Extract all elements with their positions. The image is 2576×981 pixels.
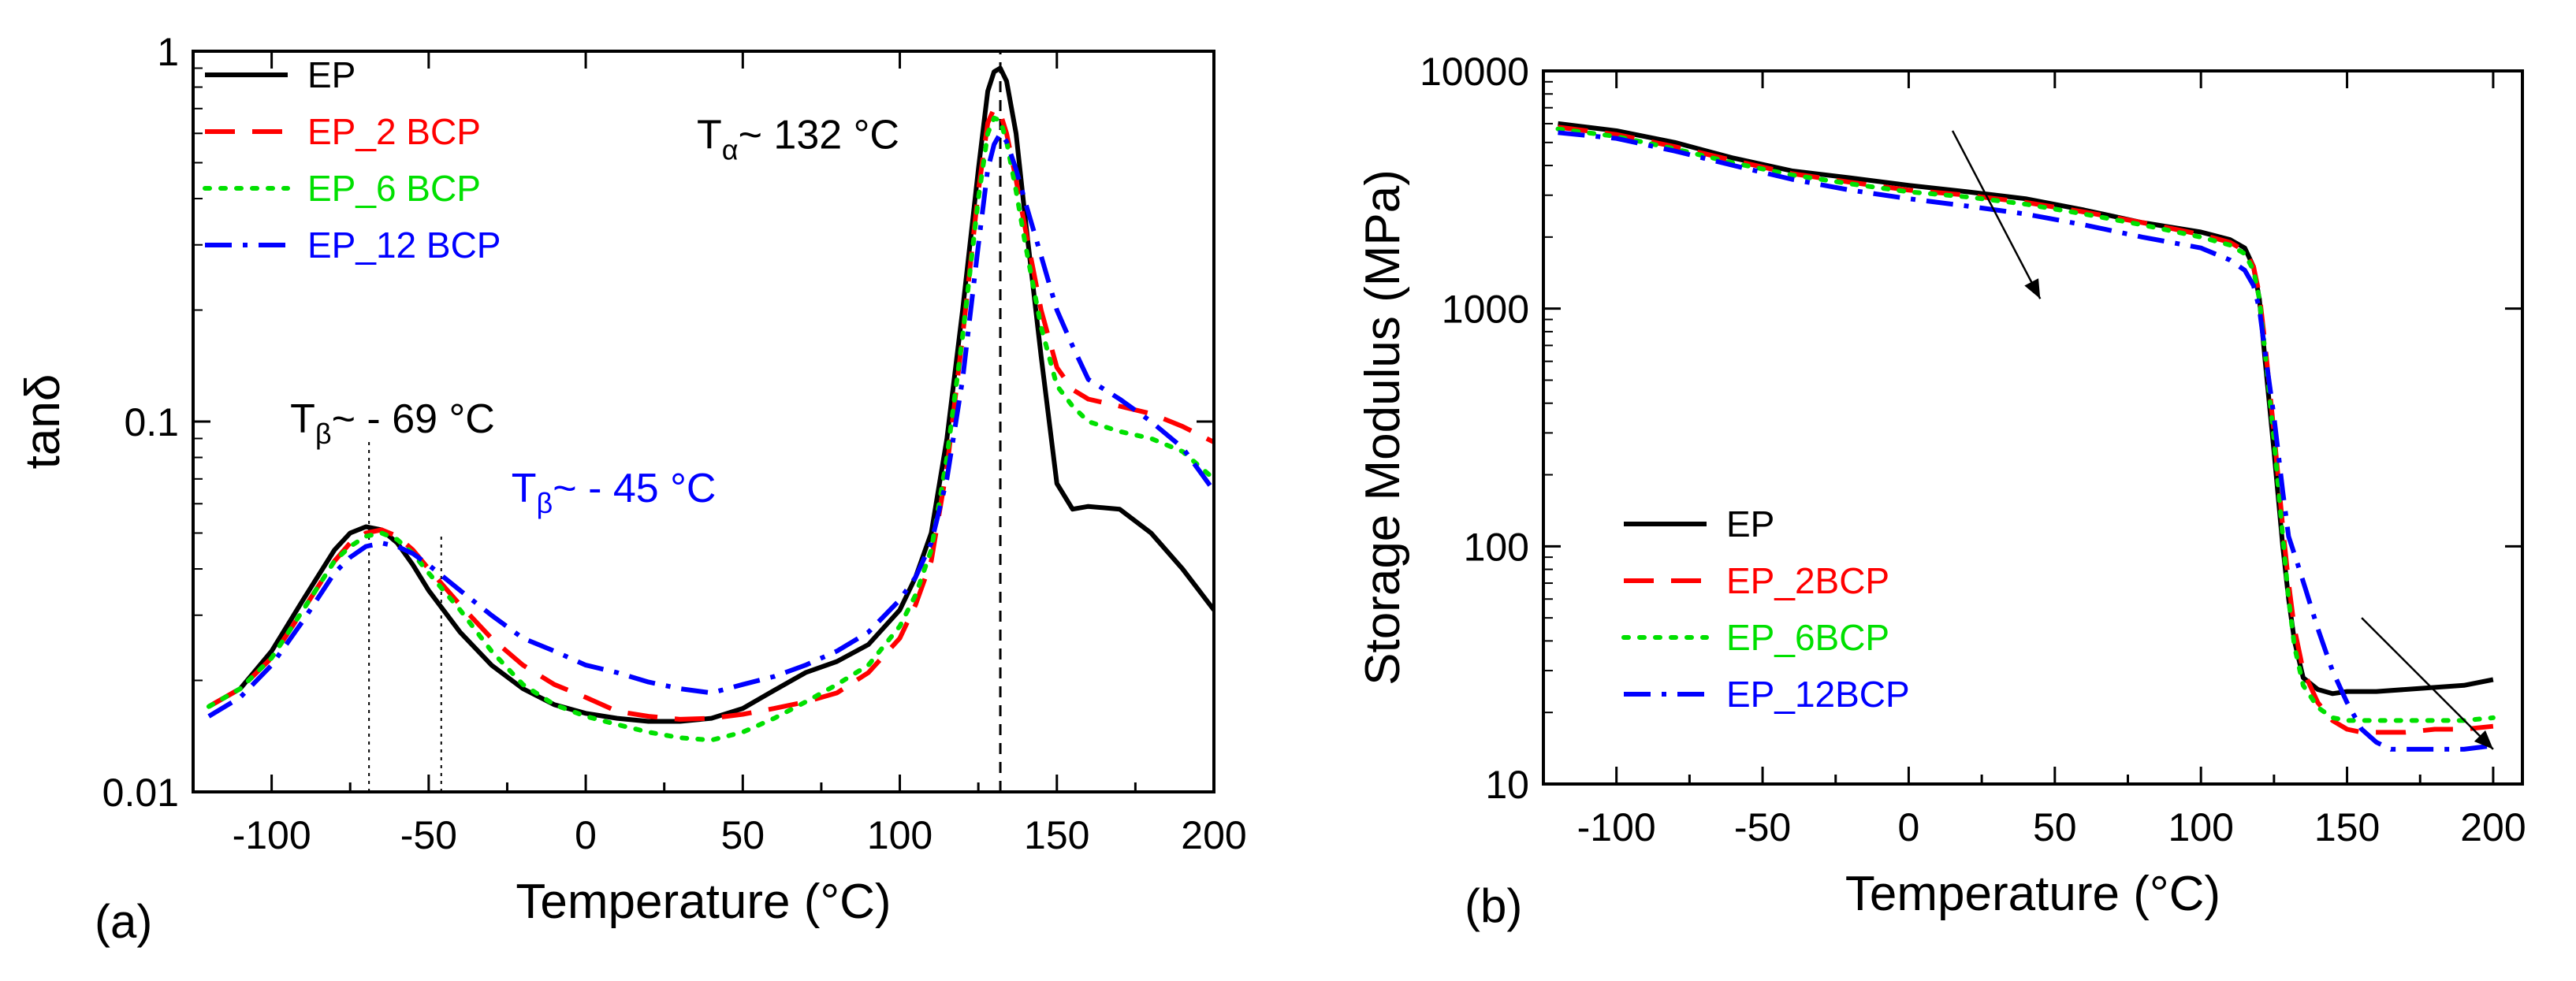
x-tick-label: 0	[1898, 805, 1920, 849]
plot-frame	[1542, 69, 2524, 786]
series-line-ep-2-bcp	[207, 106, 1214, 722]
x-tick-label: 200	[2460, 805, 2526, 849]
y-tick-label: 0.01	[102, 771, 179, 815]
series-line-ep-6bcp	[1555, 126, 2496, 723]
x-tick-label: -100	[233, 813, 311, 857]
legend-label: EP_6 BCP	[307, 168, 481, 209]
x-tick-label: 50	[2033, 805, 2077, 849]
trend-arrow-0	[1951, 130, 2042, 299]
panel-b-chart: -100 -50 0 50 100 150 200 10 100 1000 10000 Tempera…	[1356, 50, 2526, 932]
x-axis-title: Temperature (°C)	[1845, 867, 2220, 921]
y-tick-label: 10	[1485, 763, 1529, 807]
legend-label: EP	[1726, 504, 1774, 544]
y-tick-label: 1	[157, 30, 179, 74]
legend-label: EP_12BCP	[1726, 674, 1910, 715]
y-axis-title: tanδ	[16, 374, 70, 470]
x-tick-label: 0	[575, 813, 597, 857]
series-line-ep-12-bcp	[207, 131, 1214, 719]
annotation-label: Tα~ 132 °C	[697, 112, 899, 165]
panel-label: (a)	[95, 895, 152, 948]
x-tick-label: 150	[1024, 813, 1089, 857]
annotation-label: Tβ~ - 69 °C	[290, 396, 495, 450]
x-tick-label: 100	[867, 813, 932, 857]
x-tick-label: 100	[2168, 805, 2233, 849]
legend-label: EP_12 BCP	[307, 225, 501, 266]
y-tick-label: 1000	[1442, 288, 1529, 332]
legend-label: EP_2BCP	[1726, 560, 1889, 601]
y-axis-title: Storage Modulus (MPa)	[1356, 169, 1410, 686]
trend-arrow-head-0	[2024, 278, 2041, 299]
x-tick-label: -100	[1577, 805, 1656, 849]
panel-label: (b)	[1465, 879, 1522, 932]
x-axis-title: Temperature (°C)	[516, 875, 891, 929]
y-tick-label: 10000	[1420, 50, 1529, 94]
x-tick-label: -50	[400, 813, 457, 857]
x-tick-label: 50	[720, 813, 765, 857]
x-tick-label: 150	[2314, 805, 2380, 849]
trend-arrow-head-1	[2474, 730, 2493, 749]
y-tick-label: 0.1	[124, 400, 179, 444]
annotation-label: Tβ~ - 45 °C	[512, 466, 717, 519]
legend-label: EP_2 BCP	[307, 111, 481, 152]
x-tick-label: -50	[1734, 805, 1791, 849]
legend-label: EP	[307, 54, 356, 95]
series-line-ep-2bcp	[1558, 124, 2494, 735]
y-tick-label: 100	[1464, 525, 1529, 569]
series-line-ep-6-bcp	[206, 115, 1214, 743]
panel-a-chart: -100 -50 0 50 100 150 200 0.01 0.1 1 Temperature (…	[16, 30, 1247, 948]
legend-label: EP_6BCP	[1726, 617, 1889, 658]
series-line-ep-12bcp	[1558, 130, 2494, 752]
trend-arrow-1	[2361, 617, 2494, 750]
x-tick-label: 200	[1181, 813, 1246, 857]
